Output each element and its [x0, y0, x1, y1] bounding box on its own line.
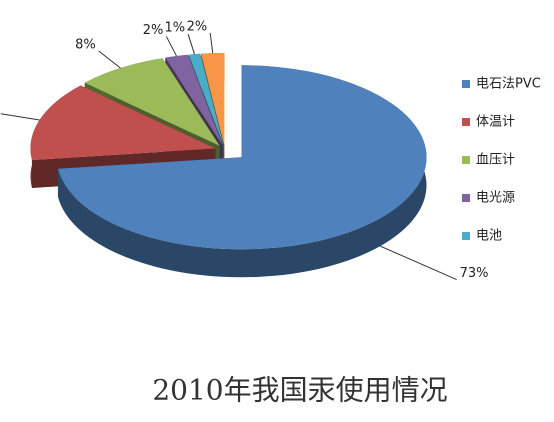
value-label: 8%: [75, 38, 96, 53]
legend-swatch: [462, 232, 470, 240]
leader-line: [165, 36, 177, 57]
leader-line: [209, 32, 214, 54]
leader-line: [187, 34, 195, 55]
value-label: 1%: [165, 21, 186, 36]
leader-line: [380, 245, 457, 281]
slice: [165, 54, 223, 146]
legend-swatch: [462, 156, 470, 164]
legend-swatch: [462, 194, 470, 202]
leader-line: [0, 113, 40, 121]
legend-label: 电石法PVC: [476, 77, 541, 92]
slice: [30, 85, 216, 160]
legend-label: 电光源: [476, 191, 515, 206]
leader-line: [98, 50, 121, 69]
value-label: 73%: [460, 266, 489, 281]
legend-label: 血压计: [476, 153, 515, 168]
legend-label: 体温计: [476, 115, 515, 130]
chart-title: 2010年我国汞使用情况: [152, 374, 447, 407]
value-label: 2%: [143, 23, 164, 38]
value-label: 2%: [187, 19, 208, 34]
slice: [57, 65, 427, 250]
slice: [201, 53, 225, 146]
legend-swatch: [462, 80, 470, 88]
slice: [84, 58, 220, 146]
slice: [188, 53, 224, 146]
legend-swatch: [462, 118, 470, 126]
legend-label: 电池: [476, 229, 502, 244]
